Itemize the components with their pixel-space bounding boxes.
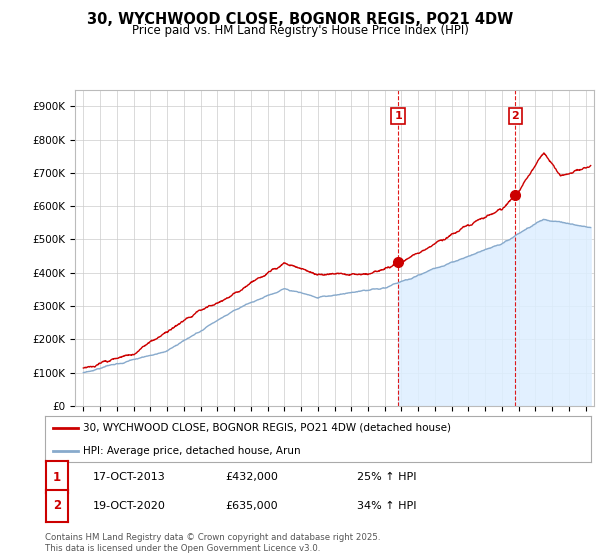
Text: 17-OCT-2013: 17-OCT-2013 <box>93 472 166 482</box>
Text: 2: 2 <box>511 111 519 122</box>
Text: 1: 1 <box>394 111 402 122</box>
Text: £635,000: £635,000 <box>225 501 278 511</box>
Text: £432,000: £432,000 <box>225 472 278 482</box>
Text: 25% ↑ HPI: 25% ↑ HPI <box>357 472 416 482</box>
Text: 30, WYCHWOOD CLOSE, BOGNOR REGIS, PO21 4DW (detached house): 30, WYCHWOOD CLOSE, BOGNOR REGIS, PO21 4… <box>83 423 451 432</box>
Text: 34% ↑ HPI: 34% ↑ HPI <box>357 501 416 511</box>
Text: 1: 1 <box>53 470 61 484</box>
Text: 30, WYCHWOOD CLOSE, BOGNOR REGIS, PO21 4DW: 30, WYCHWOOD CLOSE, BOGNOR REGIS, PO21 4… <box>87 12 513 27</box>
Text: 19-OCT-2020: 19-OCT-2020 <box>93 501 166 511</box>
Text: Contains HM Land Registry data © Crown copyright and database right 2025.
This d: Contains HM Land Registry data © Crown c… <box>45 533 380 553</box>
Text: HPI: Average price, detached house, Arun: HPI: Average price, detached house, Arun <box>83 446 301 455</box>
Text: 2: 2 <box>53 499 61 512</box>
Text: Price paid vs. HM Land Registry's House Price Index (HPI): Price paid vs. HM Land Registry's House … <box>131 24 469 37</box>
